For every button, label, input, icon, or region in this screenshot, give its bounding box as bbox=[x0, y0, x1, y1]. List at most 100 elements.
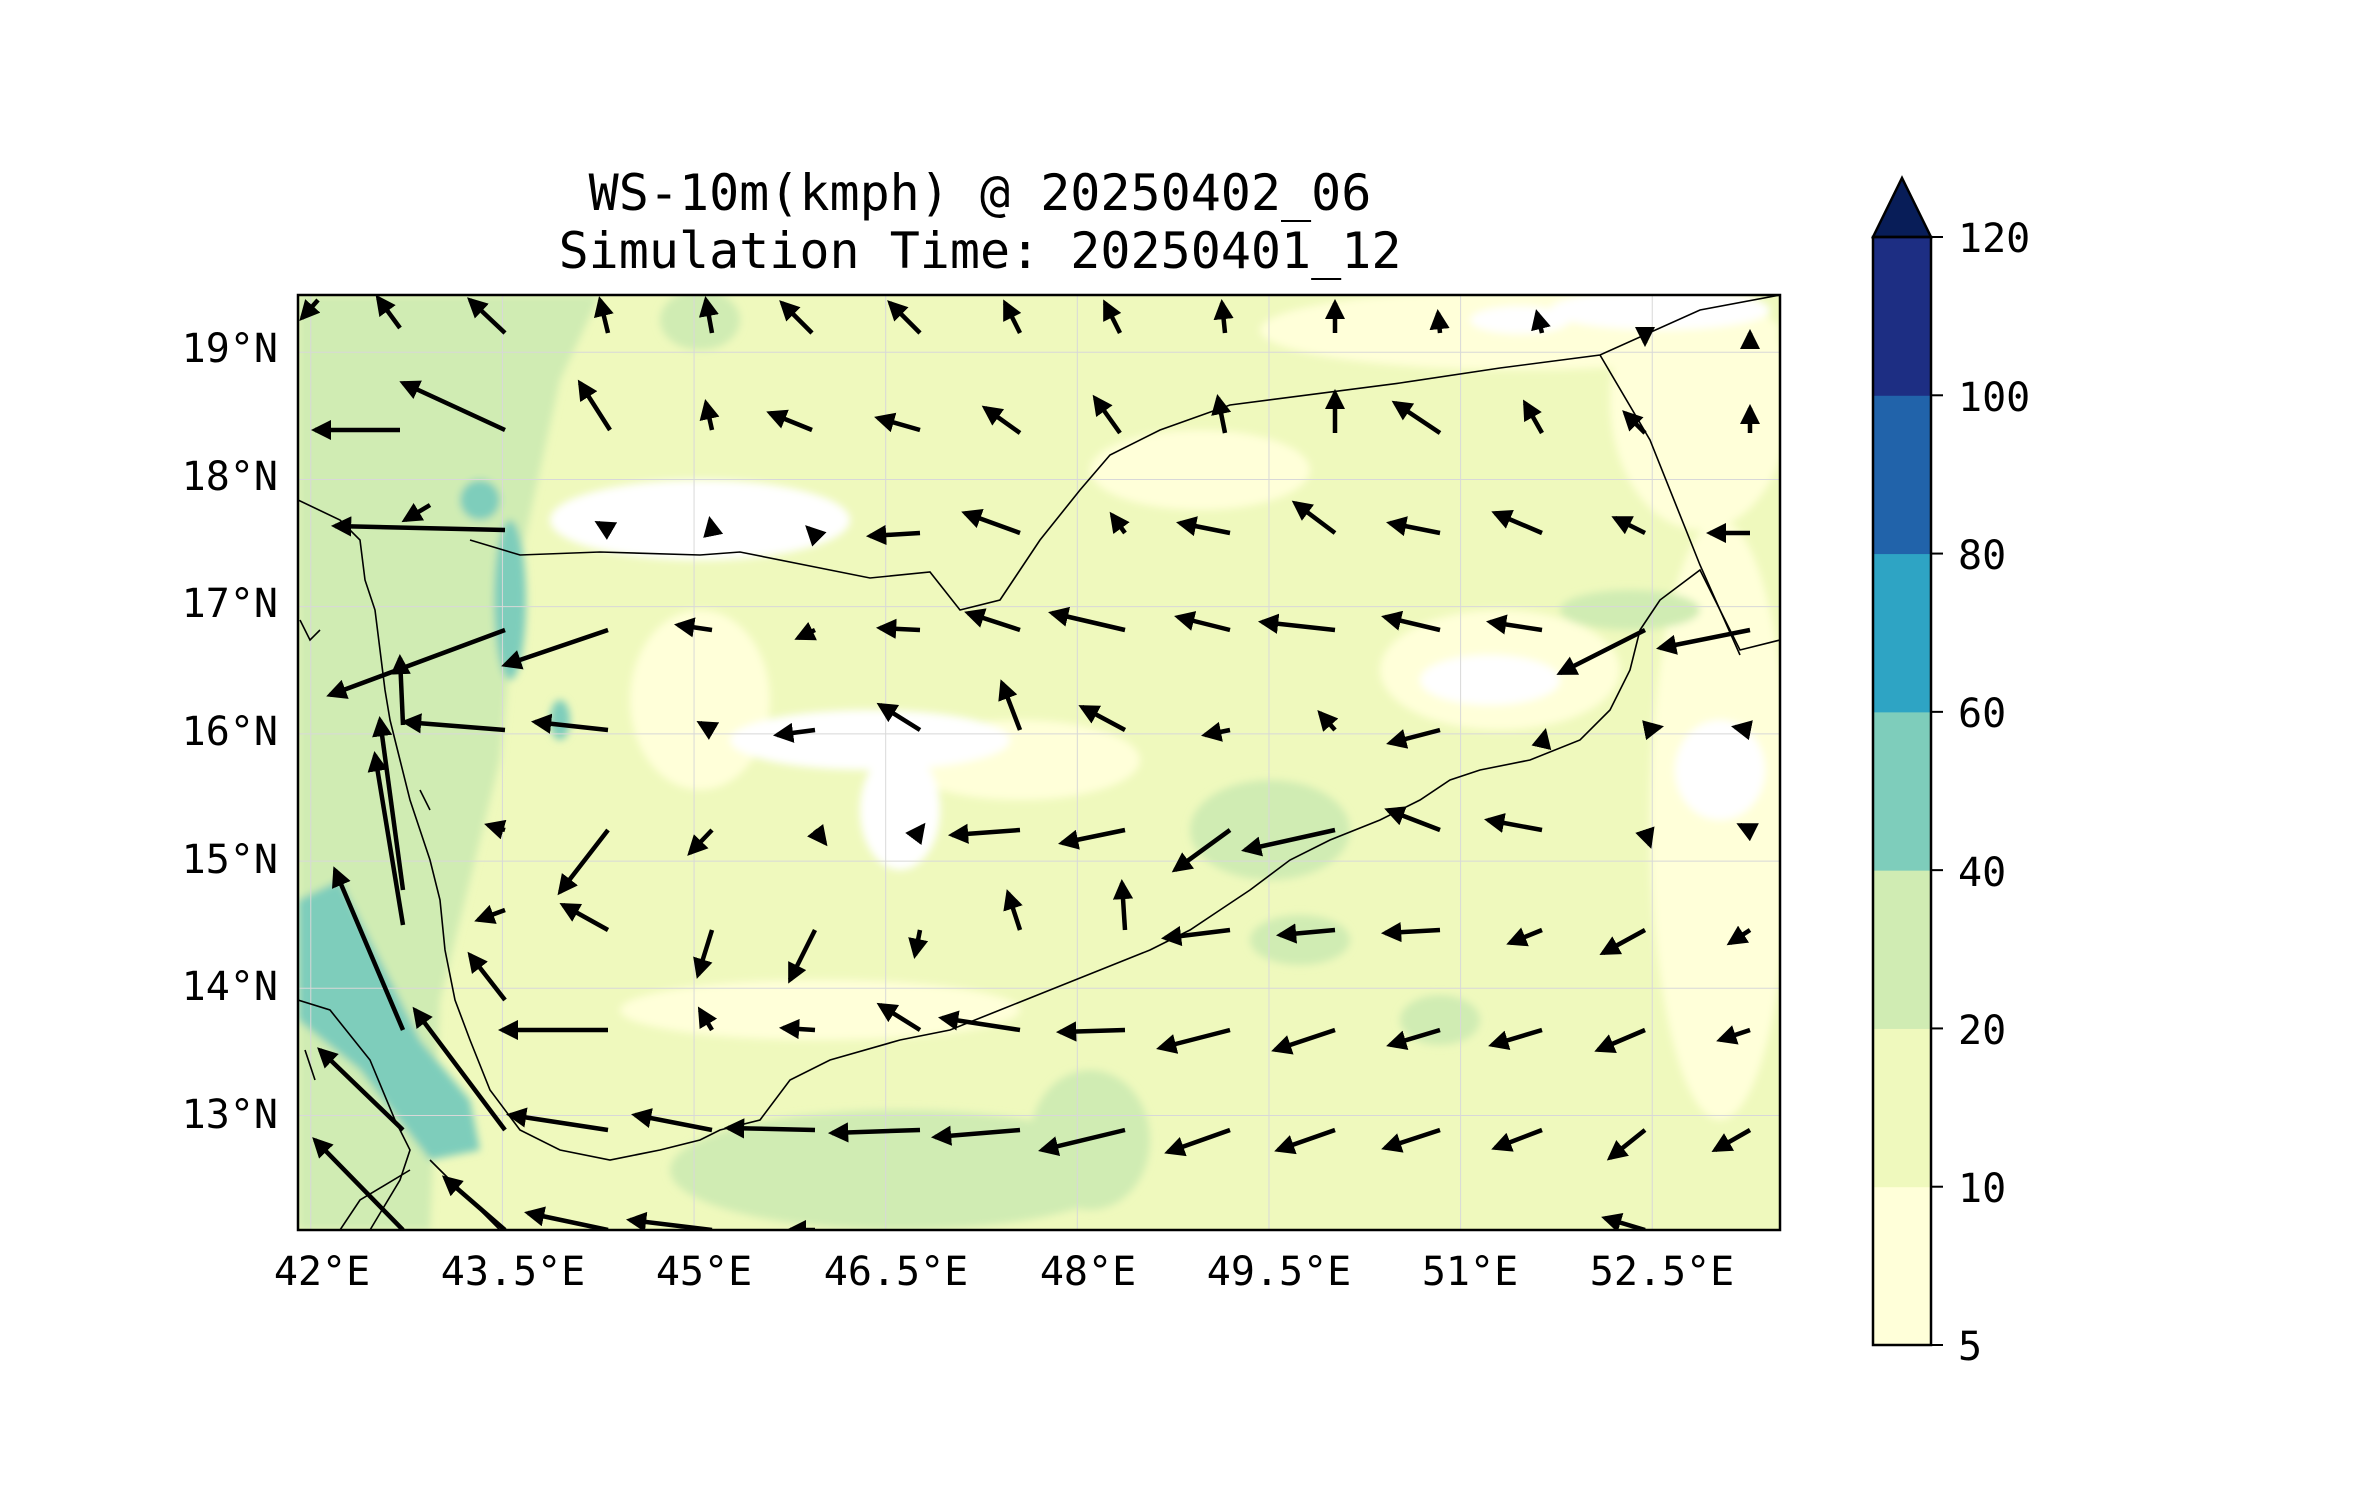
wind-arrow bbox=[1048, 606, 1126, 633]
wind-arrow bbox=[723, 1118, 816, 1139]
colorbar-tick-label: 20 bbox=[1958, 1008, 2006, 1054]
wind-arrow bbox=[947, 823, 1021, 844]
colorbar-tick-label: 100 bbox=[1958, 375, 2030, 421]
colorbar-band bbox=[1873, 395, 1931, 555]
wind-arrow bbox=[1171, 828, 1232, 873]
wind-arrow bbox=[1002, 299, 1023, 335]
lon-tick-label: 48°E bbox=[1040, 1249, 1136, 1295]
map-title-line-2: Simulation Time: 20250401_12 bbox=[558, 222, 1402, 280]
wind-arrow bbox=[687, 828, 714, 856]
wind-arrow bbox=[1078, 705, 1127, 732]
lat-tick-label: 15°N bbox=[182, 837, 278, 883]
wind-arrow bbox=[1506, 927, 1543, 947]
wind-arrow bbox=[1556, 627, 1647, 676]
wind-arrow bbox=[1384, 806, 1441, 833]
wind-arrow bbox=[1606, 1128, 1647, 1161]
wind-arrow bbox=[332, 866, 406, 1031]
map-frame bbox=[296, 293, 1782, 1232]
wind-arrow bbox=[1291, 500, 1337, 535]
lat-tick-label: 14°N bbox=[182, 964, 278, 1010]
wind-arrow bbox=[961, 509, 1021, 536]
lon-tick-label: 42°E bbox=[274, 1249, 370, 1295]
wind-arrow bbox=[703, 516, 724, 538]
wind-arrow bbox=[887, 300, 922, 335]
wind-arrow bbox=[1599, 928, 1647, 955]
colorbar-tick-label: 60 bbox=[1958, 691, 2006, 737]
wind-arrow bbox=[367, 751, 406, 926]
red-sea-islands bbox=[299, 619, 431, 1081]
wind-arrow bbox=[964, 608, 1021, 633]
latitude-axis: 13°N 14°N 15°N 16°N 17°N 18°N 19°N bbox=[182, 326, 278, 1138]
wind-arrow bbox=[1176, 516, 1231, 537]
wind-arrow bbox=[1391, 400, 1442, 435]
wind-arrow bbox=[1531, 309, 1551, 334]
wind-arrow bbox=[401, 502, 432, 523]
colorbar-band bbox=[1873, 1028, 1931, 1188]
wind-arrow bbox=[787, 928, 818, 984]
wind-arrow bbox=[908, 929, 929, 959]
wind-arrow bbox=[778, 1018, 816, 1040]
lon-tick-label: 43.5°E bbox=[441, 1249, 586, 1295]
wind-arrow bbox=[390, 653, 411, 726]
wind-arrow bbox=[930, 1125, 1021, 1146]
wind-arrow bbox=[1381, 610, 1441, 633]
wind-arrow bbox=[998, 679, 1023, 731]
wind-arrow bbox=[1164, 1127, 1231, 1157]
wind-arrow bbox=[1731, 720, 1753, 741]
wind-arrow bbox=[697, 1006, 718, 1032]
wind-arrow bbox=[1386, 727, 1441, 749]
wind-arrow bbox=[1381, 1127, 1441, 1153]
wind-arrow bbox=[1736, 822, 1760, 842]
wind-arrow bbox=[1275, 923, 1336, 944]
wind-arrow bbox=[673, 617, 713, 638]
colorbar-tick-label: 80 bbox=[1958, 533, 2006, 579]
lon-tick-label: 49.5°E bbox=[1207, 1249, 1352, 1295]
saudi-yemen-border bbox=[469, 295, 1780, 611]
wind-arrow bbox=[1488, 1027, 1543, 1051]
wind-arrow bbox=[530, 713, 609, 734]
colorbar-band bbox=[1873, 870, 1931, 1029]
wind-arrow bbox=[1531, 728, 1552, 751]
wind-arrow bbox=[484, 819, 507, 840]
wind-arrow bbox=[1485, 614, 1543, 635]
wind-arrow bbox=[693, 929, 715, 979]
wind-arrow bbox=[1491, 510, 1543, 536]
wind-arrow bbox=[467, 297, 507, 335]
wind-arrow bbox=[1386, 516, 1441, 537]
wind-arrow bbox=[874, 412, 921, 433]
wind-arrow bbox=[1317, 709, 1339, 732]
lon-tick-label: 46.5°E bbox=[824, 1249, 969, 1295]
wind-arrow bbox=[375, 295, 402, 330]
wind-arrow bbox=[766, 409, 813, 433]
wind-arrow bbox=[1716, 1025, 1751, 1045]
wind-arrow bbox=[1635, 826, 1655, 849]
wind-arrow bbox=[1386, 1027, 1441, 1051]
wind-arrow bbox=[1523, 399, 1544, 435]
wind-arrow bbox=[557, 828, 610, 896]
wind-arrow bbox=[1601, 1212, 1646, 1230]
wind-arrow bbox=[1622, 410, 1647, 435]
wind-arrow bbox=[1003, 889, 1023, 931]
wind-arrow bbox=[1241, 827, 1336, 857]
wind-arrow bbox=[865, 524, 921, 546]
lon-tick-label: 52.5°E bbox=[1590, 1249, 1735, 1295]
wind-arrow bbox=[467, 951, 507, 1002]
wind-arrow bbox=[1726, 925, 1752, 946]
wind-arrow bbox=[807, 823, 828, 847]
wind-arrow bbox=[577, 379, 612, 432]
wind-arrow bbox=[1380, 922, 1441, 943]
colorbar-frame bbox=[1871, 235, 1933, 1347]
colorbar: 5 10 20 40 60 80 100 120 bbox=[1870, 175, 2030, 1370]
map-title-line-1: WS-10m(kmph) @ 20250402_06 bbox=[588, 164, 1372, 222]
wind-arrow bbox=[524, 1206, 609, 1230]
wind-arrow bbox=[399, 380, 506, 433]
wind-arrow bbox=[1594, 1027, 1646, 1053]
wind-arrow bbox=[875, 618, 921, 639]
wind-arrow bbox=[1038, 1127, 1126, 1157]
speed-fill-below-5 bbox=[550, 295, 1770, 870]
wind-arrow bbox=[1491, 1127, 1543, 1152]
wind-arrow bbox=[827, 1122, 921, 1143]
wind-arrow bbox=[905, 822, 926, 846]
lon-tick-label: 45°E bbox=[656, 1249, 752, 1295]
